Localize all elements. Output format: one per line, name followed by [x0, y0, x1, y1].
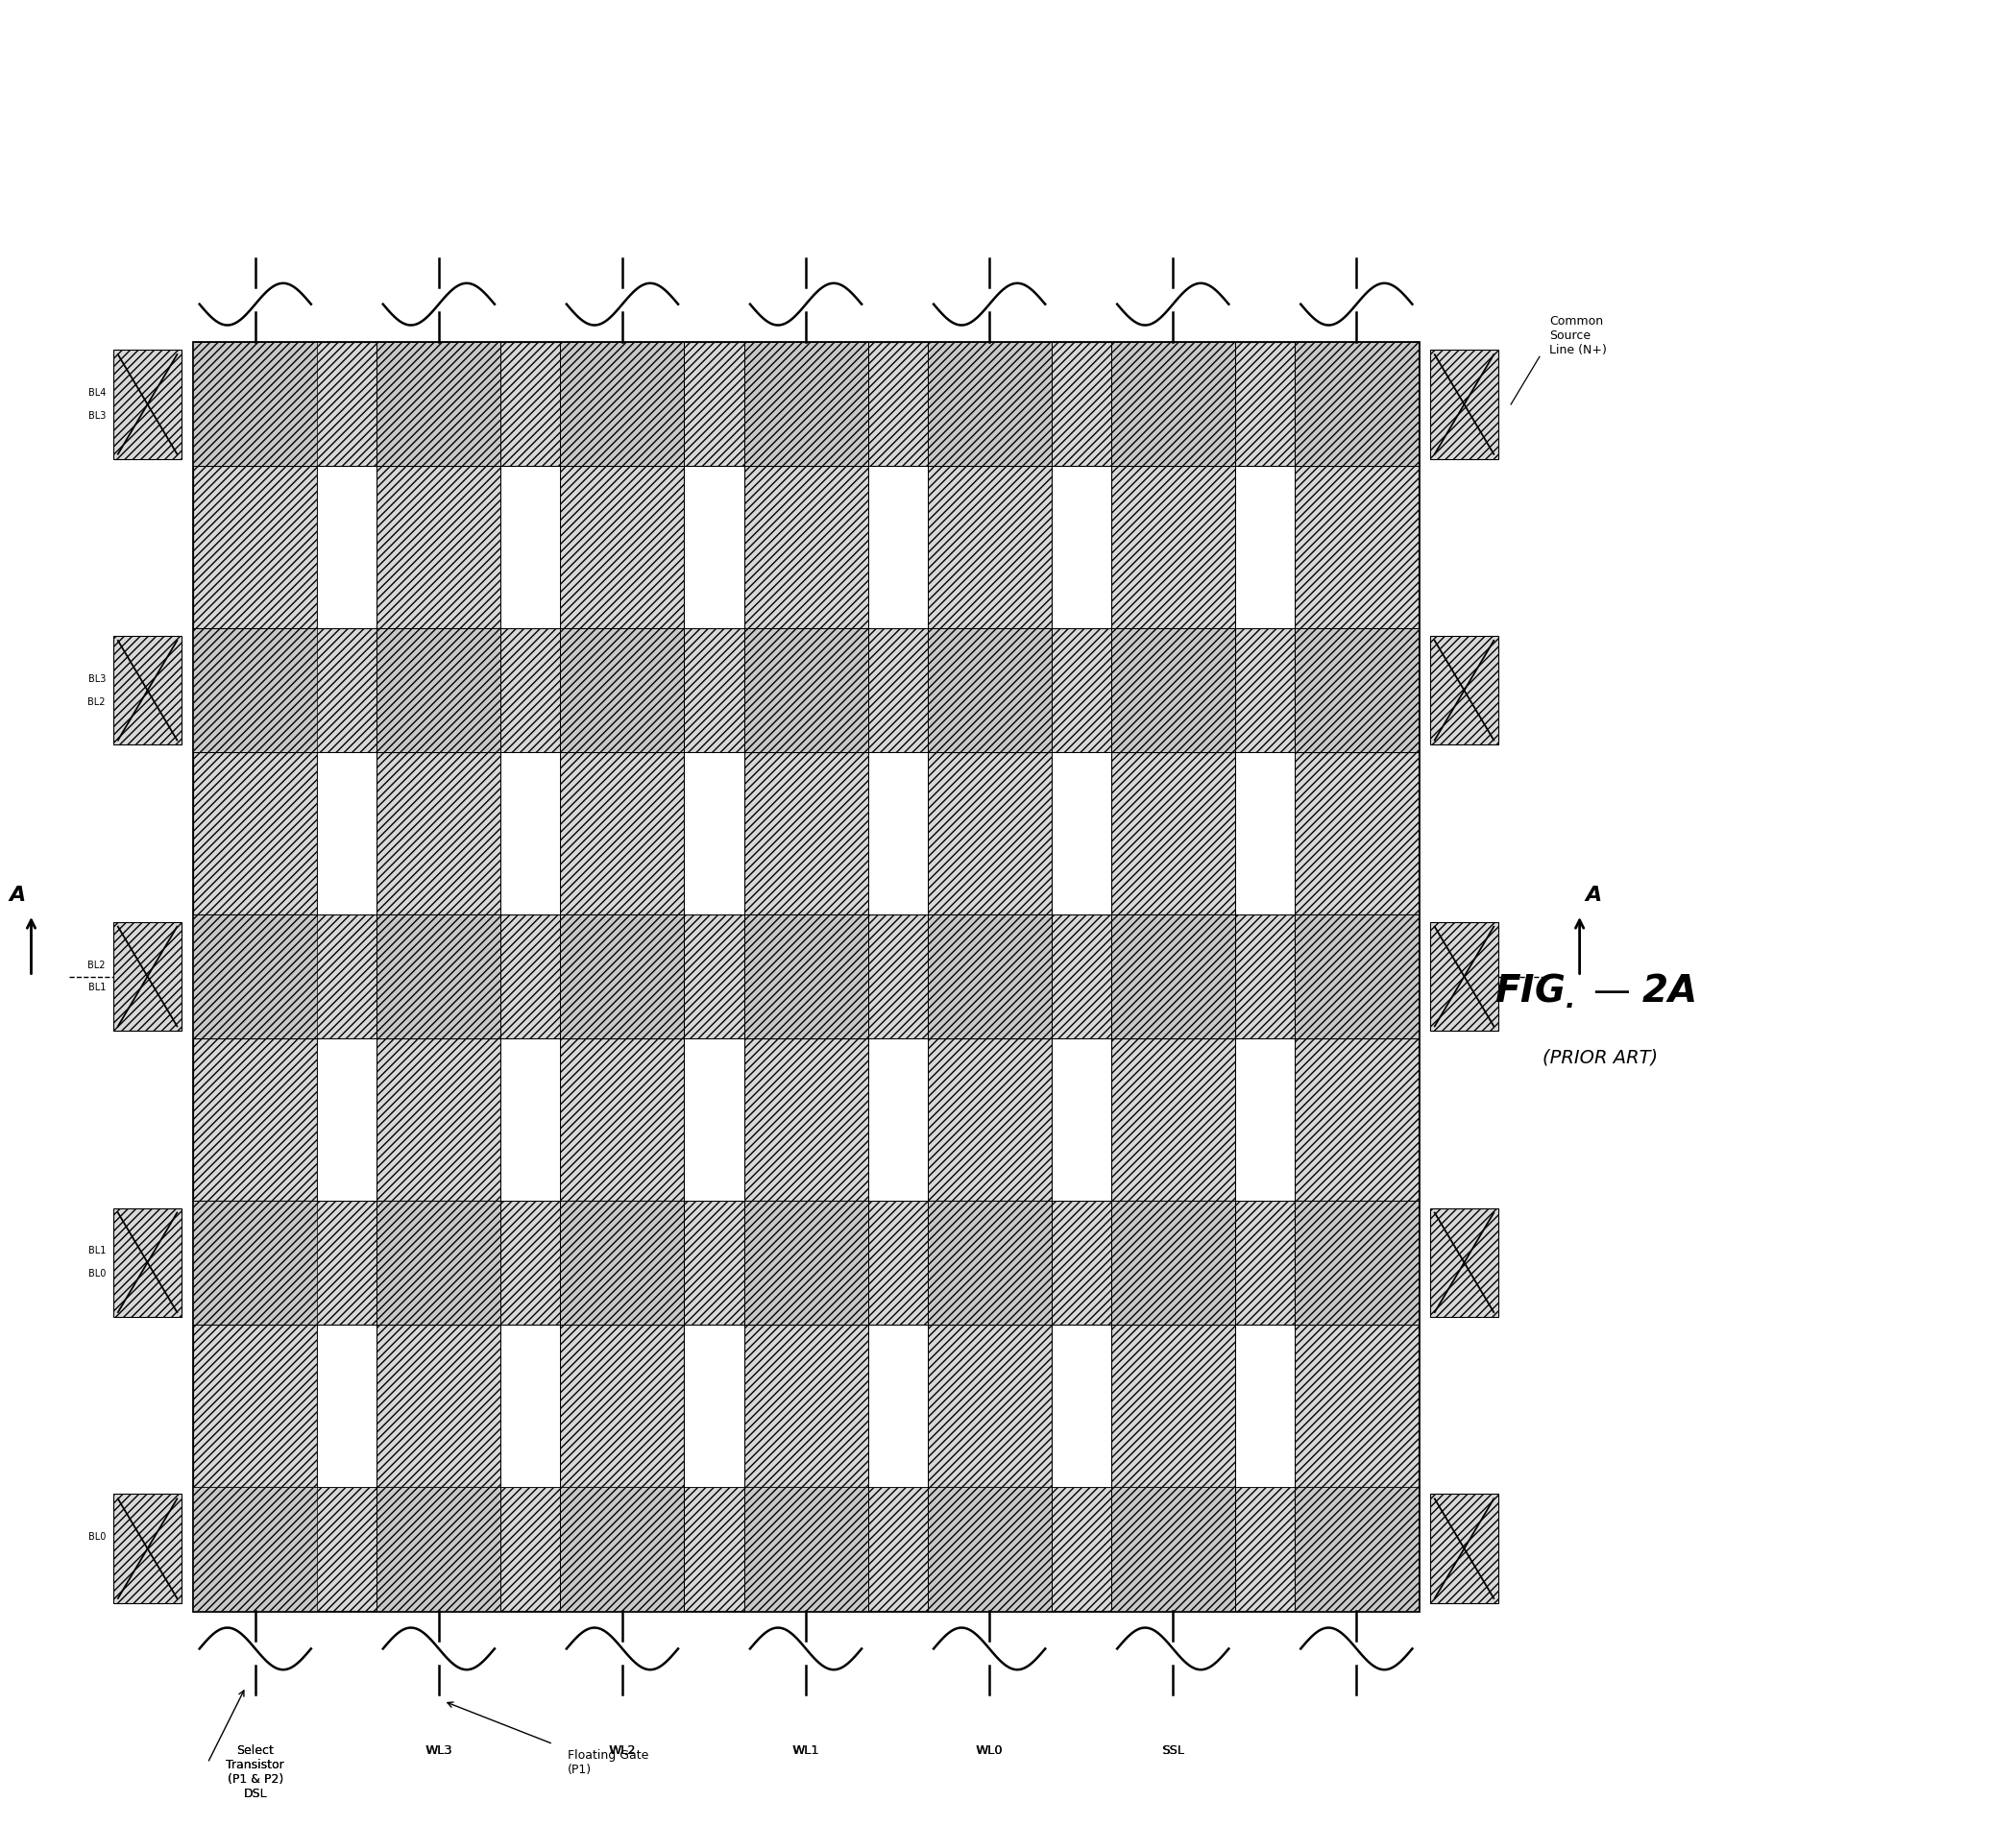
Bar — [194, 342, 317, 466]
Bar — [113, 636, 181, 745]
Bar — [194, 915, 317, 1038]
Bar — [1294, 915, 1419, 1038]
Bar — [377, 342, 500, 1611]
Text: WL2: WL2 — [609, 1745, 635, 1756]
Bar — [194, 1487, 317, 1611]
Bar — [683, 466, 744, 628]
Bar — [560, 915, 683, 1038]
Text: BL0: BL0 — [89, 1270, 105, 1279]
Text: BL1: BL1 — [89, 1246, 105, 1255]
Bar — [377, 628, 500, 753]
Bar — [500, 466, 560, 628]
Bar — [317, 1038, 377, 1200]
Bar — [927, 342, 1052, 1611]
Bar — [377, 915, 500, 1038]
Text: Select
Transistor
(P1 & P2)
DSL: Select Transistor (P1 & P2) DSL — [226, 1745, 284, 1800]
Bar — [1111, 342, 1236, 1611]
Text: BL0: BL0 — [89, 1533, 105, 1542]
Bar — [113, 923, 181, 1030]
Bar — [867, 753, 927, 915]
Bar — [317, 1325, 377, 1487]
Bar — [560, 628, 683, 753]
Text: WL2: WL2 — [609, 1745, 637, 1756]
Bar — [560, 342, 683, 1611]
Text: $\bfit{FIG}_\mathrm{\bfit{.}}$ — $\bfit{2A}$: $\bfit{FIG}_\mathrm{\bfit{.}}$ — $\bfit{… — [1494, 972, 1695, 1010]
Bar — [1111, 1200, 1236, 1325]
Bar — [317, 466, 377, 628]
Text: (PRIOR ART): (PRIOR ART) — [1542, 1049, 1657, 1067]
Text: WL0: WL0 — [976, 1745, 1004, 1756]
Text: SSL: SSL — [1161, 1745, 1183, 1756]
Bar — [113, 1494, 181, 1602]
Bar — [1294, 1487, 1419, 1611]
Text: SSL: SSL — [1161, 1745, 1185, 1756]
Bar — [744, 1487, 867, 1611]
Text: BL3: BL3 — [89, 411, 105, 420]
Bar — [1052, 1038, 1111, 1200]
Text: Select
Transistor
(P1 & P2)
DSL: Select Transistor (P1 & P2) DSL — [226, 1745, 284, 1800]
Bar — [867, 466, 927, 628]
Bar — [1294, 342, 1419, 1611]
Text: Floating Gate
(P1): Floating Gate (P1) — [569, 1748, 649, 1776]
Bar — [194, 1200, 1419, 1325]
Text: WL0: WL0 — [976, 1745, 1002, 1756]
Bar — [683, 1038, 744, 1200]
Text: WL1: WL1 — [792, 1745, 818, 1756]
Bar — [927, 628, 1052, 753]
Bar — [1052, 753, 1111, 915]
Bar — [113, 1208, 181, 1317]
Bar — [1429, 923, 1498, 1030]
Bar — [500, 753, 560, 915]
Text: Common
Source
Line (N+): Common Source Line (N+) — [1548, 316, 1607, 356]
Bar — [1052, 1325, 1111, 1487]
Bar — [317, 753, 377, 915]
Bar — [560, 1200, 683, 1325]
Bar — [1236, 466, 1294, 628]
Bar — [744, 628, 867, 753]
Text: A: A — [1587, 886, 1603, 904]
Text: BL1: BL1 — [89, 983, 105, 992]
Bar — [927, 1200, 1052, 1325]
Bar — [194, 1487, 1419, 1611]
Bar — [500, 1038, 560, 1200]
Bar — [560, 1487, 683, 1611]
Bar — [1052, 466, 1111, 628]
Bar — [194, 342, 1419, 466]
Bar — [1429, 1208, 1498, 1317]
Text: BL2: BL2 — [89, 698, 105, 707]
Bar — [927, 342, 1052, 466]
Bar — [377, 1487, 500, 1611]
Text: BL2: BL2 — [89, 961, 105, 970]
Text: A: A — [8, 886, 24, 904]
Bar — [1429, 1494, 1498, 1602]
Bar — [377, 1200, 500, 1325]
Bar — [683, 753, 744, 915]
Bar — [744, 342, 867, 1611]
Bar — [1294, 342, 1419, 466]
Bar — [194, 342, 317, 1611]
Bar — [1294, 1200, 1419, 1325]
Bar — [1236, 1038, 1294, 1200]
Bar — [1294, 628, 1419, 753]
Text: WL3: WL3 — [425, 1745, 454, 1756]
Bar — [194, 628, 317, 753]
Bar — [560, 342, 683, 466]
Bar — [927, 1487, 1052, 1611]
Bar — [1429, 636, 1498, 745]
Text: BL3: BL3 — [89, 674, 105, 683]
Bar — [744, 1200, 867, 1325]
Bar — [1236, 1325, 1294, 1487]
Bar — [1111, 628, 1236, 753]
Bar — [194, 915, 1419, 1038]
Bar — [1236, 753, 1294, 915]
Bar — [744, 342, 867, 466]
Text: WL3: WL3 — [425, 1745, 452, 1756]
Bar — [113, 349, 181, 459]
Bar — [1111, 342, 1236, 466]
Bar — [194, 628, 1419, 753]
Bar — [744, 915, 867, 1038]
Bar — [1111, 915, 1236, 1038]
Bar — [194, 342, 1419, 1611]
Bar — [1111, 1487, 1236, 1611]
Text: BL4: BL4 — [89, 387, 105, 398]
